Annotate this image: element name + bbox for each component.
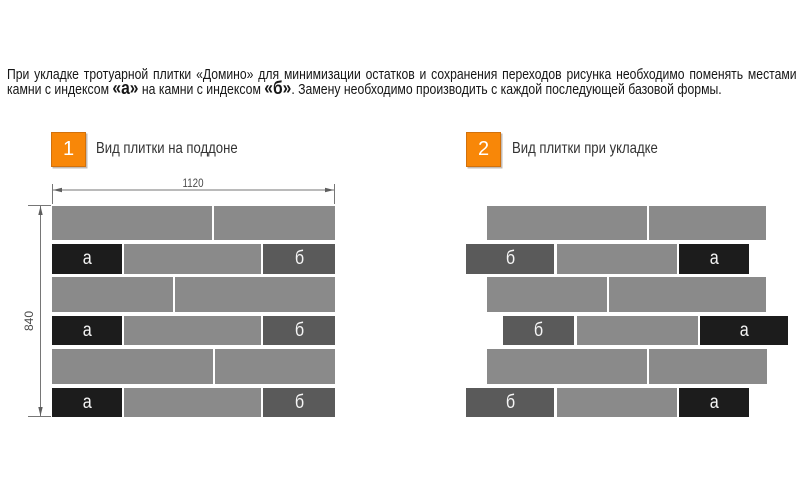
svg-text:840: 840 — [22, 311, 36, 331]
svg-text:1120: 1120 — [183, 176, 204, 190]
